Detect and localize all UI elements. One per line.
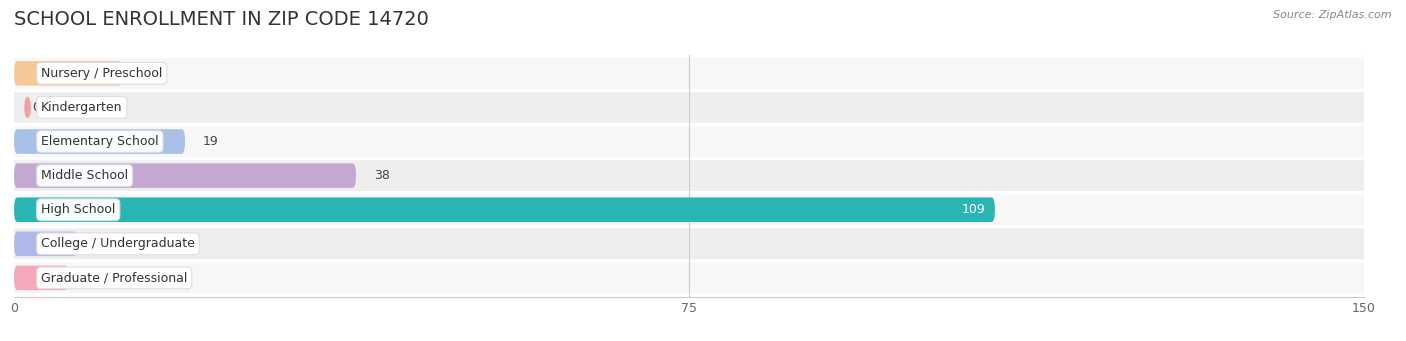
Circle shape — [25, 98, 30, 117]
Text: 38: 38 — [374, 169, 389, 182]
FancyBboxPatch shape — [14, 58, 1364, 89]
Text: Elementary School: Elementary School — [41, 135, 159, 148]
Circle shape — [25, 200, 30, 220]
Text: Graduate / Professional: Graduate / Professional — [41, 271, 187, 284]
Text: 0: 0 — [32, 101, 39, 114]
Circle shape — [25, 132, 30, 151]
FancyBboxPatch shape — [14, 266, 67, 290]
FancyBboxPatch shape — [14, 129, 186, 154]
FancyBboxPatch shape — [14, 197, 995, 222]
Text: 12: 12 — [141, 67, 156, 80]
Text: College / Undergraduate: College / Undergraduate — [41, 237, 195, 250]
Text: 7: 7 — [96, 237, 103, 250]
Text: Source: ZipAtlas.com: Source: ZipAtlas.com — [1274, 10, 1392, 20]
Text: 19: 19 — [202, 135, 219, 148]
FancyBboxPatch shape — [14, 232, 77, 256]
Text: Middle School: Middle School — [41, 169, 128, 182]
FancyBboxPatch shape — [14, 163, 356, 188]
FancyBboxPatch shape — [14, 263, 1364, 293]
FancyBboxPatch shape — [14, 160, 1364, 191]
FancyBboxPatch shape — [14, 194, 1364, 225]
FancyBboxPatch shape — [14, 228, 1364, 259]
Text: Nursery / Preschool: Nursery / Preschool — [41, 67, 163, 80]
Circle shape — [25, 63, 30, 83]
Text: 109: 109 — [962, 203, 986, 216]
FancyBboxPatch shape — [14, 126, 1364, 157]
Text: SCHOOL ENROLLMENT IN ZIP CODE 14720: SCHOOL ENROLLMENT IN ZIP CODE 14720 — [14, 10, 429, 29]
Circle shape — [25, 166, 30, 186]
FancyBboxPatch shape — [14, 61, 122, 86]
Circle shape — [25, 268, 30, 288]
FancyBboxPatch shape — [14, 92, 1364, 123]
Text: Kindergarten: Kindergarten — [41, 101, 122, 114]
Circle shape — [25, 234, 30, 254]
Text: High School: High School — [41, 203, 115, 216]
Text: 6: 6 — [86, 271, 94, 284]
